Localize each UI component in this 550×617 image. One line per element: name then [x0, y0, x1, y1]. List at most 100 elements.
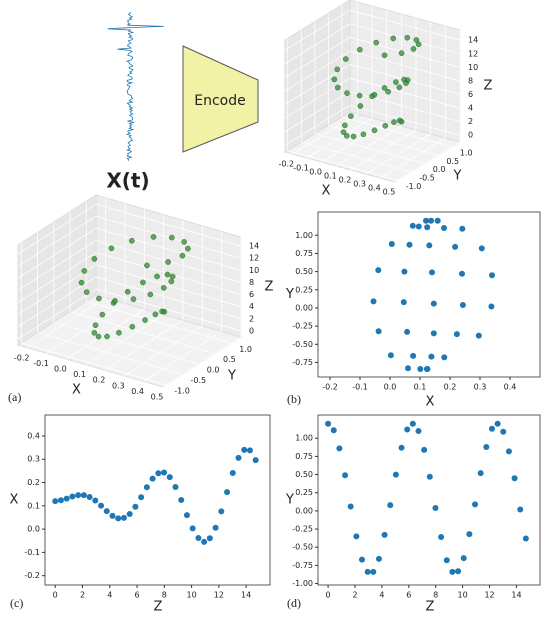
- x-tick-label: 0.5: [383, 188, 396, 197]
- point: [179, 252, 186, 259]
- point: [69, 493, 76, 500]
- point: [152, 311, 159, 318]
- y-tick-label: -0.1: [24, 548, 40, 557]
- x-axis-label: X: [426, 395, 435, 410]
- x-tick-label: -0.1: [352, 383, 368, 392]
- x-tick-label: 0.0: [384, 383, 397, 392]
- point: [78, 279, 85, 286]
- grid-line: [37, 332, 183, 375]
- point: [166, 474, 173, 481]
- z-tick-label: 10: [249, 266, 259, 275]
- grid-line: [124, 325, 203, 377]
- point: [421, 446, 428, 453]
- y-tick-label: 0.4: [27, 431, 40, 440]
- point: [181, 239, 187, 245]
- point: [472, 501, 479, 508]
- point: [344, 90, 350, 96]
- point: [475, 332, 482, 339]
- point: [398, 444, 405, 451]
- point: [388, 240, 395, 247]
- point: [92, 497, 99, 504]
- point: [80, 492, 87, 499]
- point: [488, 303, 495, 310]
- point: [104, 333, 110, 340]
- point: [460, 555, 467, 562]
- grid-line: [349, 50, 461, 82]
- x-tick-label: 0.4: [368, 184, 381, 193]
- y-tick-label: 0.50: [295, 470, 313, 479]
- point: [500, 428, 507, 435]
- point: [443, 557, 450, 564]
- grid-line: [69, 311, 216, 355]
- x-tick-label: 12: [484, 591, 494, 600]
- grid-line: [301, 141, 412, 173]
- grid-line: [46, 303, 126, 354]
- point: [169, 273, 176, 280]
- grid-line: [21, 342, 167, 386]
- point: [150, 234, 157, 240]
- point: [91, 330, 98, 336]
- grid-line: [95, 276, 242, 320]
- point: [517, 506, 524, 513]
- x-tick-label: 12: [214, 591, 224, 600]
- z-tick-label: 12: [468, 49, 478, 58]
- x-tick-label: 6: [406, 591, 411, 600]
- point: [169, 234, 175, 241]
- point: [400, 299, 407, 306]
- point: [336, 445, 343, 452]
- point: [423, 217, 429, 224]
- point: [357, 46, 363, 53]
- point: [370, 568, 377, 575]
- point: [387, 502, 394, 509]
- point: [185, 245, 191, 252]
- x-tick-label: -0.2: [14, 353, 30, 362]
- x-tick-label: -0.1: [293, 164, 309, 173]
- point: [103, 508, 110, 515]
- y-tick-label: 1.00: [295, 231, 313, 240]
- point: [396, 117, 403, 124]
- grid-line: [292, 113, 358, 155]
- point: [390, 35, 397, 42]
- encoder-shape: [182, 45, 259, 153]
- x-tick-label: 0.2: [444, 383, 457, 392]
- point: [364, 568, 371, 575]
- point: [331, 76, 338, 83]
- y-tick-label: 0.3: [27, 455, 40, 464]
- point: [381, 85, 388, 91]
- grid-line: [349, 9, 461, 41]
- point: [494, 420, 501, 427]
- grid-line: [328, 124, 439, 156]
- grid-line: [66, 308, 145, 360]
- grid-line: [336, 125, 402, 167]
- point: [426, 473, 433, 480]
- point: [371, 91, 378, 98]
- z-tick-label: 8: [468, 76, 473, 85]
- y-axis-label: Y: [227, 369, 236, 384]
- grid-line: [17, 240, 97, 291]
- grid-line: [284, 104, 351, 146]
- x-tick-label: -0.1: [33, 359, 49, 368]
- point: [434, 217, 441, 224]
- point: [132, 503, 139, 510]
- point: [143, 484, 150, 491]
- point: [340, 129, 347, 135]
- grid-line: [27, 297, 106, 349]
- point: [99, 311, 106, 318]
- point: [224, 489, 231, 496]
- point: [403, 80, 409, 86]
- point: [441, 354, 448, 361]
- point: [511, 475, 518, 482]
- point: [334, 66, 341, 73]
- x-tick-label: 0.3: [112, 381, 125, 390]
- point: [159, 308, 165, 315]
- y-tick-label: -0.50: [292, 543, 313, 552]
- point: [409, 420, 416, 427]
- z-tick-label: 4: [468, 104, 473, 113]
- point: [430, 300, 437, 307]
- grid-line: [349, 77, 461, 109]
- point: [172, 483, 179, 490]
- y-tick-label: 0.2: [27, 478, 40, 487]
- point: [168, 278, 175, 285]
- y-tick-label: 0.00: [295, 303, 313, 312]
- point: [357, 103, 364, 109]
